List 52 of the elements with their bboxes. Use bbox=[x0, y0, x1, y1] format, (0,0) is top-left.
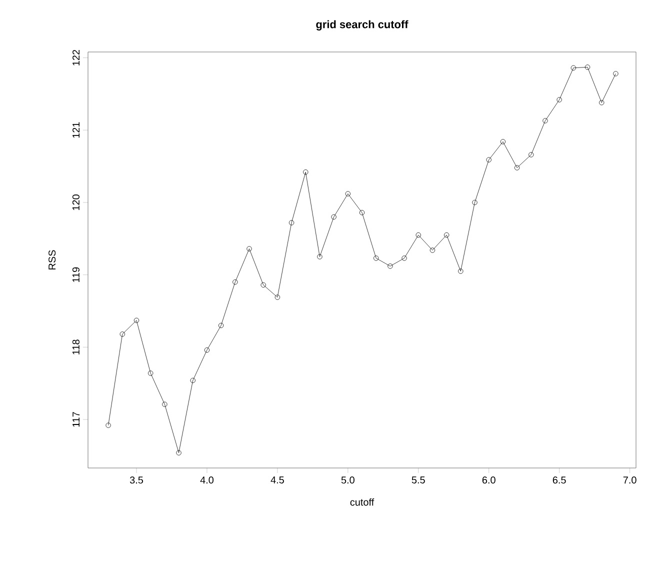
point bbox=[288, 220, 294, 226]
point bbox=[246, 246, 252, 252]
point bbox=[528, 152, 534, 158]
y-tick-label: 119 bbox=[72, 267, 80, 282]
point bbox=[430, 248, 436, 253]
point bbox=[134, 318, 140, 323]
y-axis-title: RSS bbox=[48, 250, 56, 270]
point bbox=[542, 118, 548, 124]
point bbox=[458, 268, 464, 274]
point bbox=[486, 157, 492, 162]
y-tick-label: 120 bbox=[72, 194, 80, 210]
point bbox=[584, 64, 590, 70]
point bbox=[416, 232, 421, 238]
point bbox=[359, 210, 365, 216]
y-tick-label: 122 bbox=[72, 50, 80, 66]
y-tick-label: 121 bbox=[72, 122, 80, 138]
point bbox=[345, 191, 351, 196]
point bbox=[204, 347, 210, 353]
x-tick-label: 4.5 bbox=[270, 476, 284, 484]
chart-title: grid search cutoff bbox=[316, 20, 408, 30]
point bbox=[190, 378, 196, 384]
x-axis-title: cutoff bbox=[350, 498, 374, 506]
point bbox=[218, 322, 224, 328]
point bbox=[317, 254, 322, 260]
point bbox=[472, 200, 478, 206]
point bbox=[303, 169, 308, 175]
y-tick-label: 118 bbox=[72, 340, 80, 354]
x-tick-label: 7.0 bbox=[623, 476, 636, 484]
x-tick-label: 3.5 bbox=[130, 476, 144, 484]
point bbox=[444, 232, 450, 238]
x-tick-label: 5.0 bbox=[341, 476, 354, 484]
point bbox=[374, 256, 379, 261]
point bbox=[570, 65, 576, 70]
point bbox=[402, 256, 407, 261]
point bbox=[274, 294, 280, 300]
point bbox=[260, 282, 266, 288]
point bbox=[331, 214, 336, 220]
point bbox=[500, 139, 506, 144]
point bbox=[556, 97, 562, 102]
y-tick-label: 117 bbox=[72, 412, 80, 427]
point bbox=[162, 402, 168, 407]
point bbox=[176, 450, 182, 456]
x-tick-label: 6.5 bbox=[552, 476, 566, 484]
point bbox=[388, 264, 393, 269]
point bbox=[232, 279, 238, 285]
x-tick-label: 4.0 bbox=[200, 476, 214, 484]
x-tick-label: 6.0 bbox=[482, 476, 496, 484]
point bbox=[148, 370, 154, 376]
x-tick-label: 5.5 bbox=[412, 476, 425, 484]
point bbox=[120, 332, 125, 337]
point bbox=[599, 100, 604, 106]
point bbox=[514, 165, 520, 170]
